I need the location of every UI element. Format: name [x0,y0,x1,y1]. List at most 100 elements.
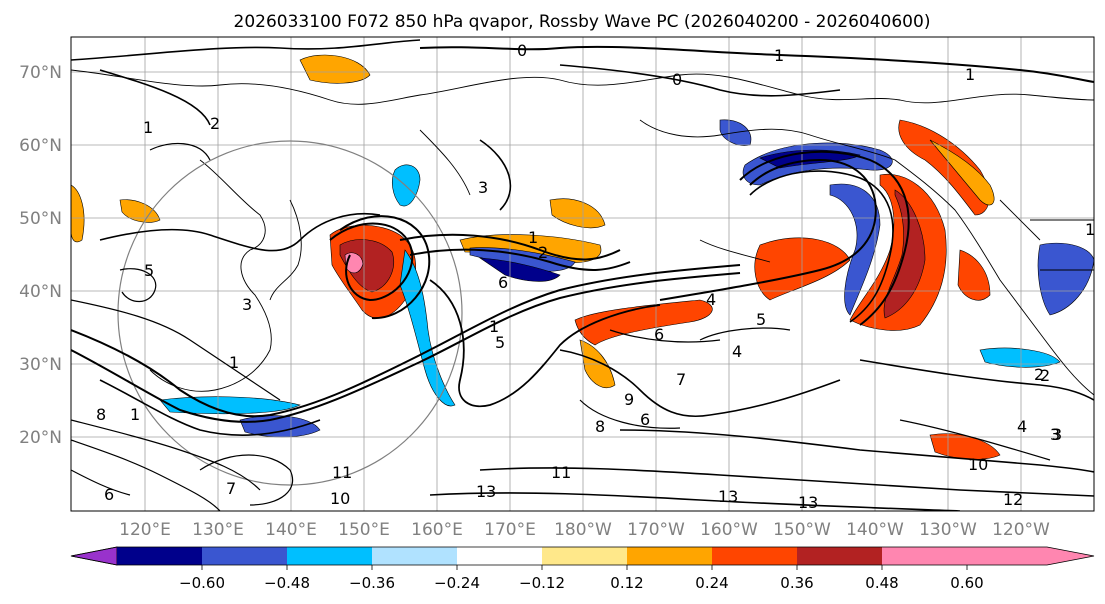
contour-label: 7 [226,479,236,498]
colorbar-label: 0.60 [950,574,983,592]
lon-tick-label: 170°W [627,520,685,540]
colorbar-label: 0.24 [695,574,728,592]
contour-label: 5 [144,261,154,280]
lon-tick-label: 150°W [773,520,831,540]
lat-tick-label: 70°N [19,63,62,83]
contour-label: 3 [1050,425,1060,444]
colorbar-segment [797,547,882,565]
graticule [71,37,1094,511]
contour-label: 10 [968,455,988,474]
contour-label: 4 [706,290,716,309]
negative-anomaly-region [478,257,561,282]
lat-tick-label: 50°N [19,209,62,229]
contour-label: 0 [517,41,527,60]
reference-circle [117,140,463,486]
contour-label: 13 [476,482,496,501]
contour-label-group: 0 1 0 1 2 1 3 1 2 4 5 6 1 5 6 4 5 3 1 2 [96,41,1105,512]
contour-label: 5 [495,333,505,352]
latitude-tick-labels: 70°N 60°N 50°N 40°N 30°N 20°N [19,63,62,448]
map-frame [70,36,1095,512]
lon-tick-label: 140°E [265,520,317,540]
contour-label: 10 [330,489,350,508]
figure-title: 2026033100 F072 850 hPa qvapor, Rossby W… [234,12,931,32]
colorbar-ticks [201,565,968,570]
colorbar-segment [372,547,457,565]
colorbar-label: −0.48 [264,574,310,592]
colorbar-segment [457,547,542,565]
contour-label: 2 [1040,366,1050,385]
contour-label: 1 [143,118,153,137]
contour-label: 4 [1017,417,1027,436]
contour-label: 12 [1003,490,1023,509]
positive-anomaly-region [299,54,371,84]
colorbar-segment [202,547,287,565]
map-panel: 0 1 0 1 2 1 3 1 2 4 5 6 1 5 6 4 5 3 1 2 [70,36,1105,512]
contour-lines [71,39,1094,511]
contour-label: 4 [732,342,742,361]
contour-label: 7 [676,370,686,389]
lon-tick-label: 120°E [119,520,171,540]
contour-label: 8 [96,405,106,424]
colorbar-label: −0.24 [434,574,480,592]
lon-tick-label: 140°W [846,520,904,540]
contour-label: 2 [1034,365,1044,384]
colorbar-label: 0.36 [780,574,813,592]
colorbar-segment [542,547,627,565]
lon-tick-label: 180°W [554,520,612,540]
colorbar: −0.60 −0.48 −0.36 −0.24 −0.12 0.12 0.24 … [70,546,1095,592]
colorbar-segment [117,547,202,565]
colorbar-label: 0.12 [610,574,643,592]
contour-label: 11 [551,463,571,482]
lon-tick-label: 160°W [700,520,758,540]
colorbar-label: −0.60 [179,574,225,592]
contour-label: 1 [965,65,975,84]
contour-label: 1 [528,228,538,247]
lat-tick-label: 60°N [19,136,62,156]
contour-label: 1 [229,353,239,372]
colorbar-outline [70,546,1095,566]
colorbar-segment [882,547,967,565]
contour-label: 3 [242,295,252,314]
anomaly-shading [71,54,1094,460]
colorbar-segment [712,547,797,565]
colorbar-label: −0.12 [519,574,565,592]
lat-tick-label: 40°N [19,282,62,302]
contour-label: 3 [1052,425,1062,444]
positive-anomaly-region [119,199,161,223]
contour-label: 0 [672,70,682,89]
lon-tick-label: 160°E [411,520,463,540]
colorbar-segment [287,547,372,565]
negative-anomaly-region [399,249,456,407]
contour-label: 10 [1085,220,1105,239]
colorbar-label: −0.36 [349,574,395,592]
contour-label: 1 [774,46,784,65]
contour-label: 2 [538,243,548,262]
lat-tick-label: 30°N [19,355,62,375]
contour-label: 6 [654,325,664,344]
contour-label: 13 [798,493,818,512]
colorbar-extend-left [70,546,118,566]
contour-label: 1 [489,317,499,336]
contour-label: 8 [595,417,605,436]
contour-label: 1 [130,405,140,424]
colorbar-segment [627,547,712,565]
contour-label: 2 [210,114,220,133]
lon-tick-label: 130°E [192,520,244,540]
positive-anomaly-region [929,139,995,206]
positive-anomaly-region [957,249,991,301]
lon-tick-label: 170°E [484,520,536,540]
negative-anomaly-region [159,396,301,415]
lon-tick-label: 150°E [338,520,390,540]
contour-label: 9 [624,390,634,409]
lon-tick-label: 120°W [992,520,1050,540]
positive-anomaly-region [574,299,713,346]
contour-label: 6 [498,273,508,292]
contour-label: 11 [332,463,352,482]
contour-label: 5 [756,310,766,329]
contour-label: 6 [640,410,650,429]
lon-tick-label: 130°W [919,520,977,540]
coastlines [71,69,1094,396]
contour-label: 13 [718,487,738,506]
longitude-tick-labels: 120°E 130°E 140°E 150°E 160°E 170°E 180°… [119,520,1050,540]
